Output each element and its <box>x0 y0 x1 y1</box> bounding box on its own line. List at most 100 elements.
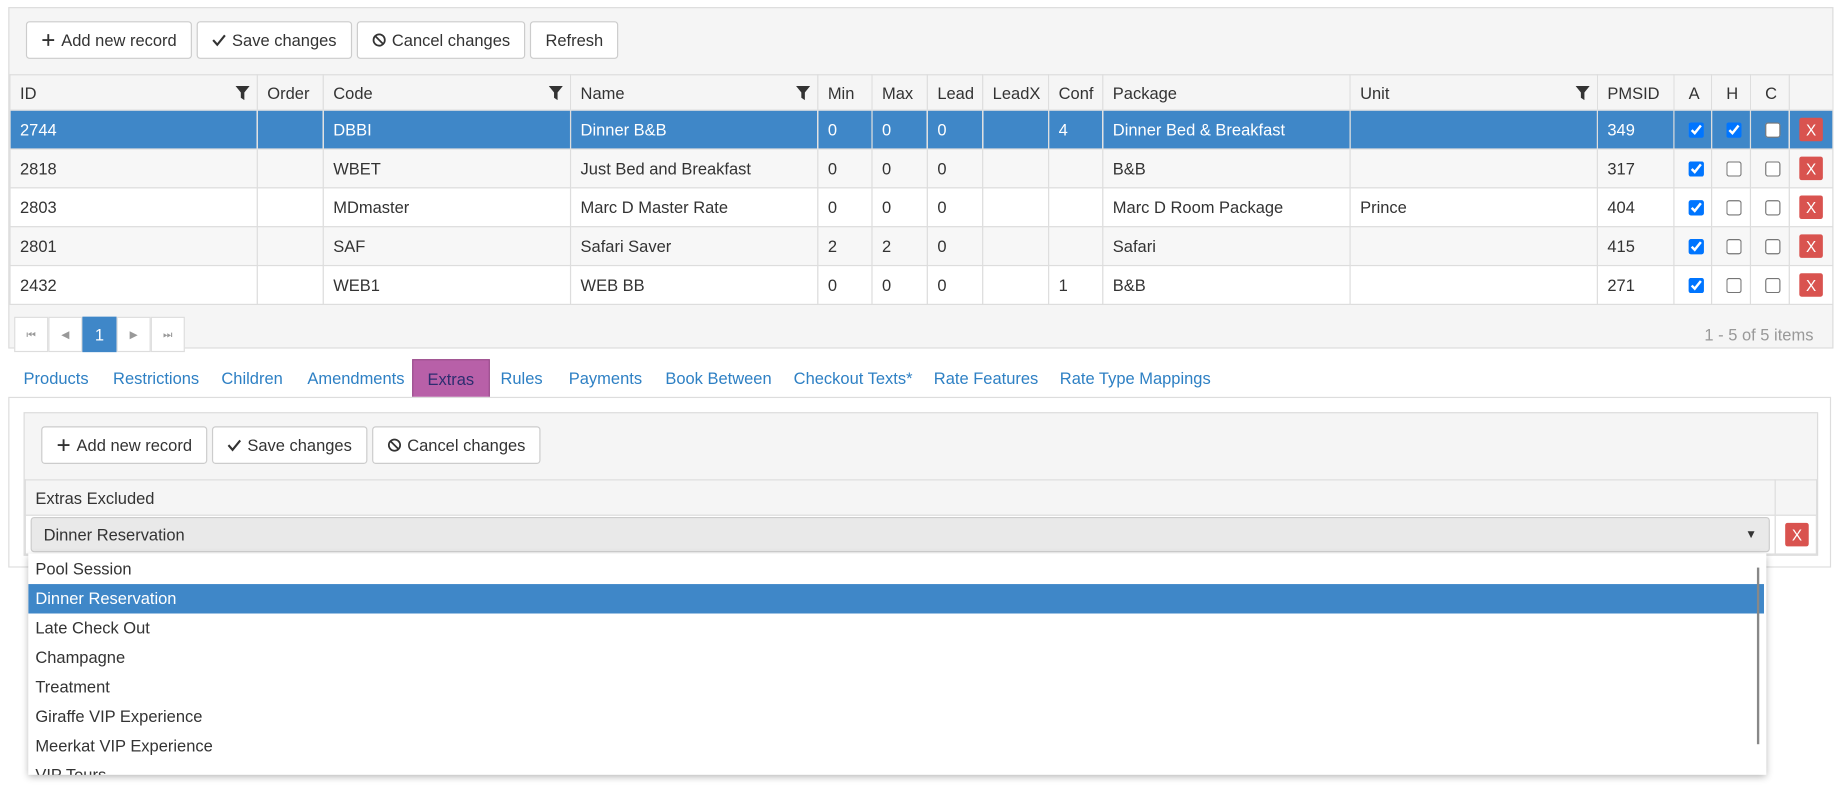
toolbar-button[interactable]: Add new record <box>25 21 193 59</box>
cell <box>1710 226 1752 267</box>
checkbox[interactable] <box>1688 277 1704 293</box>
pager-next[interactable]: ▶ <box>116 316 151 353</box>
column-header: Conf <box>1048 74 1104 111</box>
delete-button[interactable]: X <box>1799 234 1823 258</box>
cell <box>1749 148 1790 189</box>
grid-row[interactable]: 2744 DBBI Dinner B&B 0 0 0 4 Dinner Bed & Break… <box>9 109 1834 150</box>
grid-row[interactable]: 2801 SAF Safari Saver 2 2 0 Safari 415 X <box>9 226 1834 267</box>
checkbox[interactable] <box>1765 160 1781 177</box>
cell: 349 <box>1596 109 1675 150</box>
header-label: Package <box>1112 83 1177 102</box>
cell <box>1048 148 1104 189</box>
cell <box>1710 148 1752 189</box>
dropdown-option[interactable]: Late Check Out <box>35 618 150 638</box>
select[interactable]: Dinner Reservation ▼ <box>30 516 1770 553</box>
header-label: PMSID <box>1607 83 1660 102</box>
cell: Marc D Room Package <box>1102 187 1351 228</box>
checkbox[interactable] <box>1765 277 1781 293</box>
dropdown-option[interactable]: Giraffe VIP Experience <box>35 706 203 726</box>
dropdown-option[interactable]: VIP Tours <box>35 765 107 775</box>
checkbox[interactable] <box>1765 199 1781 215</box>
column-header <box>1774 479 1817 516</box>
tab[interactable]: Children <box>221 368 283 388</box>
grid-row[interactable]: 2818 WBET Just Bed and Breakfast 0 0 0 B&B 317 X <box>9 148 1834 189</box>
tab[interactable]: Products <box>23 368 89 388</box>
pager-first[interactable]: ⏮ <box>14 316 49 353</box>
cell: X <box>1788 109 1834 150</box>
toolbar-button[interactable]: Add new record <box>41 426 208 464</box>
delete-button[interactable]: X <box>1785 522 1809 547</box>
checkbox[interactable] <box>1726 277 1742 293</box>
cell: 4 <box>1048 109 1104 150</box>
delete-button[interactable]: X <box>1799 156 1823 181</box>
checkbox[interactable] <box>1688 199 1704 215</box>
checkbox[interactable] <box>1688 238 1704 254</box>
column-header: H <box>1710 74 1752 111</box>
cell: MDmaster <box>322 187 572 228</box>
cell <box>1349 148 1598 189</box>
pager-last[interactable]: ⏭ <box>150 316 185 353</box>
cell: 0 <box>817 264 873 305</box>
delete-button[interactable]: X <box>1799 195 1823 220</box>
tab[interactable]: Rate Features <box>933 368 1039 388</box>
tab[interactable]: Rate Type Mappings <box>1059 368 1211 388</box>
header-label: Lead <box>937 83 975 102</box>
filter-icon[interactable] <box>796 85 811 101</box>
filter-icon[interactable] <box>235 85 250 101</box>
column-header: Lead <box>926 74 984 111</box>
cell: X <box>1788 187 1834 228</box>
checkbox[interactable] <box>1765 238 1781 254</box>
header-label: Order <box>267 83 310 102</box>
pager-page[interactable]: 1 <box>82 316 117 353</box>
button-label: Add new record <box>61 30 177 50</box>
dropdown-option[interactable]: Champagne <box>35 647 126 667</box>
toolbar-button[interactable]: Cancel changes <box>371 426 541 464</box>
tab[interactable]: Checkout Texts* <box>793 368 913 388</box>
dropdown-option[interactable]: Treatment <box>35 677 110 696</box>
cell: B&B <box>1102 148 1351 189</box>
grid-row[interactable]: 2803 MDmaster Marc D Master Rate 0 0 0 Marc D … <box>9 187 1834 228</box>
checkbox[interactable] <box>1688 121 1704 138</box>
cell: 0 <box>817 148 873 189</box>
cell: 0 <box>926 109 984 150</box>
delete-button[interactable]: X <box>1799 117 1823 142</box>
column-header: Code <box>322 74 572 111</box>
tab[interactable]: Payments <box>568 368 643 388</box>
checkbox[interactable] <box>1765 121 1781 138</box>
filter-icon[interactable] <box>1575 85 1590 101</box>
dropdown-option[interactable]: Pool Session <box>35 559 132 579</box>
cell <box>1349 226 1598 267</box>
cell <box>982 109 1050 150</box>
checkbox[interactable] <box>1688 160 1704 177</box>
button-label: Save changes <box>247 435 352 455</box>
cell: 0 <box>926 226 984 267</box>
checkbox[interactable] <box>1726 121 1742 138</box>
dropdown-option[interactable]: Dinner Reservation <box>28 584 1764 614</box>
toolbar-button[interactable]: Refresh <box>530 21 619 59</box>
cell <box>982 187 1050 228</box>
toolbar-button[interactable]: Save changes <box>212 426 368 464</box>
checkbox[interactable] <box>1726 238 1742 254</box>
tab[interactable]: Rules <box>500 368 543 388</box>
filter-icon[interactable] <box>548 85 563 101</box>
cell: 0 <box>926 264 984 305</box>
toolbar-button[interactable]: Cancel changes <box>356 21 526 59</box>
cell <box>982 148 1050 189</box>
cell: WBET <box>322 148 572 189</box>
checkbox[interactable] <box>1726 199 1742 215</box>
grid-row[interactable]: 2432 WEB1 WEB BB 0 0 0 1 B&B 271 X <box>9 264 1834 305</box>
cell <box>1749 187 1790 228</box>
dropdown-option[interactable]: Meerkat VIP Experience <box>35 735 213 755</box>
pager-prev[interactable]: ◀ <box>48 316 83 353</box>
delete-button[interactable]: X <box>1799 273 1823 297</box>
tab[interactable]: Extras <box>412 359 490 400</box>
button-label: Add new record <box>76 435 193 455</box>
cell: Safari Saver <box>569 226 819 267</box>
toolbar-button[interactable]: Save changes <box>196 21 352 59</box>
checkbox[interactable] <box>1726 160 1742 177</box>
cell <box>256 226 324 267</box>
tab[interactable]: Amendments <box>307 368 405 388</box>
tab[interactable]: Book Between <box>665 368 772 388</box>
tab[interactable]: Restrictions <box>113 368 200 388</box>
